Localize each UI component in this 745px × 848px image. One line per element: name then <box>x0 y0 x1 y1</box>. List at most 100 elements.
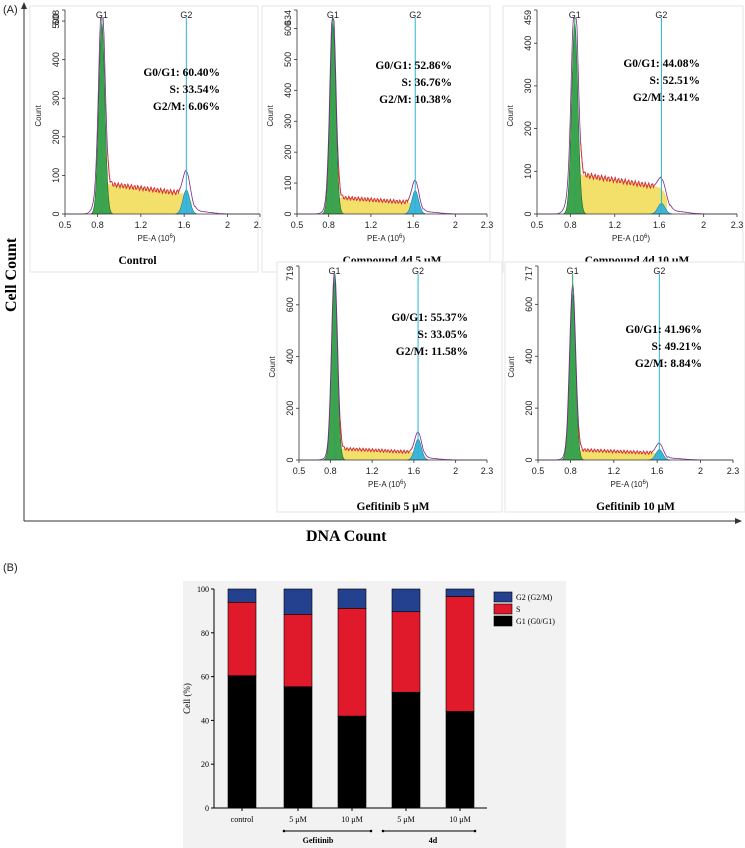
legend-label: G2 (G2/M) <box>516 593 553 602</box>
panel-b-label: (B) <box>3 562 18 574</box>
y-tick-label: 600 <box>283 21 293 36</box>
g1-label: G1 <box>569 10 581 20</box>
stat-s: S: 33.54% <box>170 84 220 96</box>
y-tick-label: 400 <box>285 349 295 364</box>
y-tick-label: 400 <box>51 52 61 67</box>
x-tick-label: 0.8 <box>564 220 577 230</box>
stat-g0g1: G0/G1: 60.40% <box>143 67 220 79</box>
x-tick-label: 0.8 <box>324 466 337 476</box>
x-axis-label: PE-A (106) <box>612 234 650 243</box>
y-tick-label: 500 <box>51 14 61 29</box>
x-tick-label: 1.2 <box>135 220 148 230</box>
histogram-frame <box>276 261 503 513</box>
x-tick-label: 0.8 <box>564 466 577 476</box>
x-axis-label: PE-A (106) <box>610 480 648 489</box>
y-tick-label: 0 <box>285 457 295 462</box>
stat-g2m: G2/M: 6.06% <box>153 101 220 113</box>
x-axis-label: PE-A (106) <box>367 234 405 243</box>
y-tick-label: 300 <box>51 91 61 106</box>
bar-segment-s <box>391 611 421 693</box>
y-tick-label: 0 <box>51 211 61 216</box>
y-axis-label: Count <box>34 105 43 127</box>
y-max-label: 717 <box>524 266 534 281</box>
g1-label: G1 <box>327 10 339 20</box>
y-tick-label: 0 <box>283 211 293 216</box>
s-phase-fit-line <box>339 417 414 455</box>
y-tick-label: 200 <box>524 401 534 416</box>
s-phase-fit-line <box>580 142 656 190</box>
s-phase-fit-line <box>578 427 654 456</box>
y-tick-label: 400 <box>523 36 533 51</box>
x-tick-label: 1.6 <box>407 220 420 230</box>
bar-segment-g1 <box>227 675 257 809</box>
y-tick-label: 200 <box>523 121 533 136</box>
g1-label: G1 <box>567 266 579 276</box>
bar-segment-s <box>445 596 475 712</box>
bar-segment-g2 <box>227 588 257 603</box>
s-phase-area <box>566 449 665 460</box>
bar-segment-g1 <box>283 686 313 809</box>
stat-g0g1: G0/G1: 52.86% <box>375 60 452 72</box>
stat-s: S: 49.21% <box>652 341 702 353</box>
g2-label: G2 <box>655 10 667 20</box>
stat-s: S: 52.51% <box>650 75 700 87</box>
bar-category-label: 5 μM <box>397 815 414 824</box>
histogram-frame <box>504 261 745 513</box>
panel-a-label: (A) <box>3 4 18 16</box>
y-tick-label: 200 <box>283 145 293 160</box>
compound-group-label: 4d <box>429 836 438 845</box>
bar-segment-g1 <box>391 691 421 809</box>
x-tick-label: 1.6 <box>653 220 666 230</box>
bar-y-tick-label: 20 <box>201 760 209 769</box>
x-tick-label: 0.5 <box>531 220 544 230</box>
panel-a-x-arrow <box>735 518 742 524</box>
compound-group-dot-right <box>473 829 477 833</box>
y-axis-label: Count <box>507 356 516 378</box>
stat-g2m: G2/M: 10.38% <box>379 94 452 106</box>
compound-group-dot-left <box>381 829 385 833</box>
legend-swatch <box>493 591 513 603</box>
g2-label: G2 <box>653 266 665 276</box>
legend-swatch <box>493 615 513 627</box>
x-tick-label: 2.3 <box>727 466 740 476</box>
x-tick-label: 2 <box>225 220 230 230</box>
stat-g2m: G2/M: 3.41% <box>633 92 700 104</box>
bar-y-axis-title: Cell (%) <box>182 683 192 714</box>
y-tick-label: 400 <box>524 349 534 364</box>
bar-category-label: control <box>231 815 254 824</box>
x-axis-label: PE-A (106) <box>137 234 175 243</box>
bar-category-label: 10 μM <box>449 815 470 824</box>
x-tick-label: 0.8 <box>91 220 104 230</box>
x-tick-label: 1.6 <box>408 466 421 476</box>
x-tick-label: 2.3 <box>481 466 494 476</box>
bar-segment-g2 <box>337 588 367 609</box>
bar-y-tick-label: 100 <box>197 585 209 594</box>
g2-label: G2 <box>409 10 421 20</box>
gefitinib-group-dot-right <box>369 829 373 833</box>
s-phase-fit-line <box>338 164 410 205</box>
bar-category-label: 10 μM <box>341 815 362 824</box>
bar-segment-g2 <box>391 588 421 613</box>
y-tick-label: 100 <box>523 164 533 179</box>
y-tick-label: 100 <box>283 176 293 191</box>
y-tick-label: 300 <box>283 114 293 129</box>
stat-g2m: G2/M: 8.84% <box>635 358 702 370</box>
s-phase-area <box>96 183 192 214</box>
y-axis-label: Count <box>506 105 515 127</box>
bar-segment-s <box>283 614 313 688</box>
x-tick-label: 2 <box>453 220 458 230</box>
y-axis-label: Count <box>268 356 277 378</box>
histogram-gefitinib-5: G1 G2 0 200 400 600 719 Count 0.5 0.8 1.2 1.6 2 2.3 PE… <box>268 261 503 513</box>
bar-segment-g2 <box>283 588 313 615</box>
histogram-compound-10: G1 G2 0 100 200 300 400 459 Count 0.5 0.8 1.2 1.6 2 2.… <box>502 5 744 273</box>
s-phase-fit-line <box>107 151 181 196</box>
x-tick-label: 0.5 <box>291 220 304 230</box>
x-tick-label: 0.5 <box>532 466 545 476</box>
y-max-label: 634 <box>283 10 293 25</box>
bar-category-label: 5 μM <box>289 815 306 824</box>
x-tick-label: 0.8 <box>322 220 335 230</box>
stat-s: S: 36.76% <box>402 77 452 89</box>
legend-swatch <box>493 603 513 615</box>
